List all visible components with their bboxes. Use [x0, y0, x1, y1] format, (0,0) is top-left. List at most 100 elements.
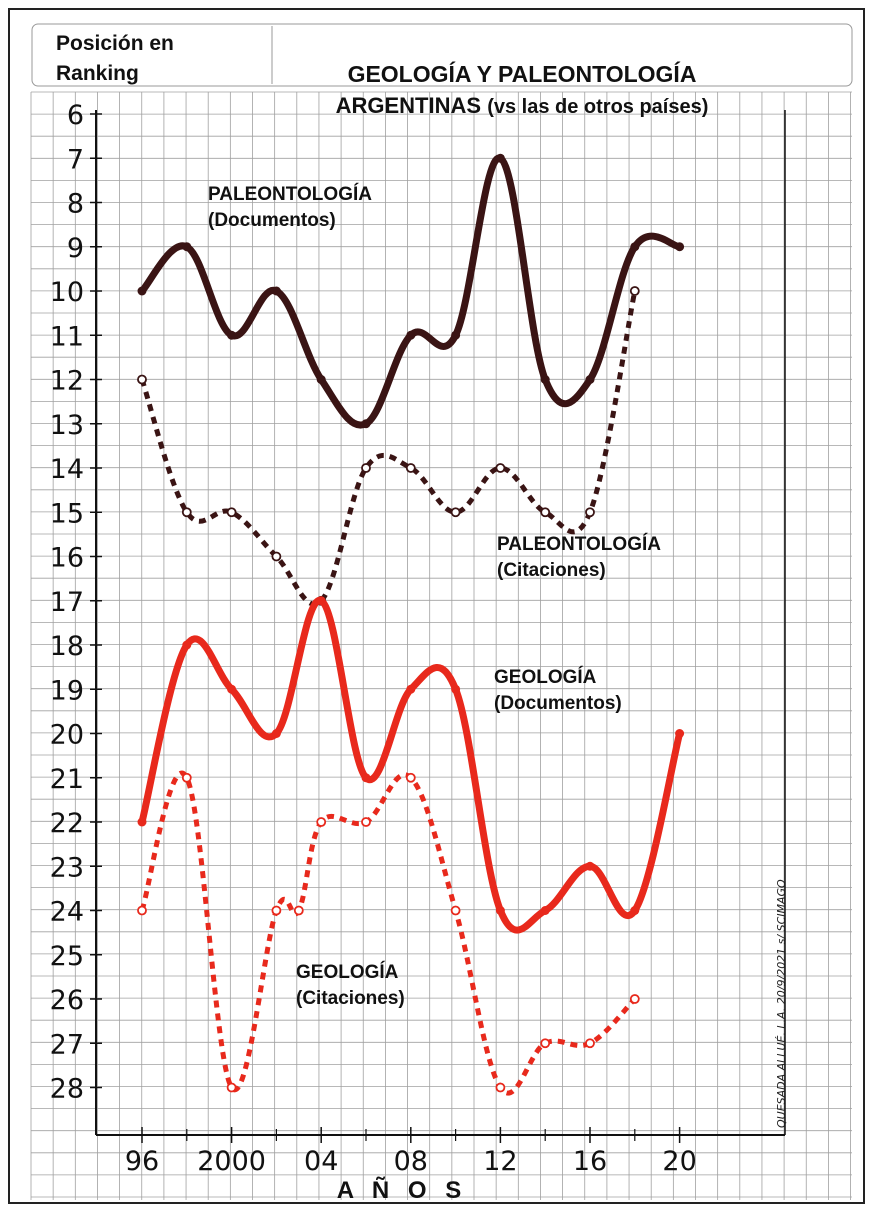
y-tick-label: 18 — [50, 631, 84, 662]
y-tick-label: 25 — [50, 941, 84, 972]
series-label-name: GEOLOGÍA — [296, 961, 399, 983]
y-tick-label: 16 — [50, 543, 84, 574]
data-point — [585, 861, 595, 871]
data-point — [182, 640, 192, 650]
data-point — [675, 729, 685, 738]
y-tick-label: 6 — [67, 100, 84, 131]
data-point — [405, 772, 416, 783]
data-point — [540, 906, 550, 915]
data-point — [630, 242, 640, 252]
data-point — [450, 507, 461, 518]
y-tick-label: 23 — [50, 852, 84, 883]
x-ticks: 96 2000 04 08 12 16 20 — [125, 1127, 697, 1177]
series-line-3 — [139, 771, 637, 1096]
x-tick-label: 12 — [483, 1146, 517, 1177]
data-point — [137, 817, 147, 827]
data-point — [675, 242, 685, 252]
data-point — [540, 375, 550, 384]
y-tick-label: 11 — [50, 321, 84, 352]
data-point — [406, 330, 416, 340]
y-tick-label: 10 — [50, 277, 84, 308]
data-point — [495, 463, 506, 473]
data-point — [181, 772, 192, 783]
x-tick-label: 04 — [304, 1146, 338, 1177]
data-point — [227, 684, 237, 694]
x-tick-label: 20 — [662, 1146, 696, 1177]
data-point — [629, 286, 640, 296]
series-label-name: GEOLOGÍA — [494, 666, 597, 688]
y-tick-label: 9 — [67, 233, 84, 264]
series-labels: PALEONTOLOGÍA (Documentos) PALEONTOLOGÍA (C… — [208, 183, 661, 1009]
chart-frame — [8, 8, 865, 1204]
x-tick-label: 2000 — [197, 1146, 266, 1177]
y-tick-label: 17 — [50, 587, 84, 618]
data-point — [226, 1082, 237, 1093]
data-point — [316, 817, 327, 827]
data-point — [361, 463, 371, 473]
data-point — [540, 507, 551, 518]
data-point — [271, 729, 281, 738]
data-point — [540, 1038, 551, 1049]
data-point — [361, 419, 371, 429]
y-tick-label: 28 — [50, 1074, 84, 1105]
chart-title-line2: ARGENTINAS (vs las de otros países) — [336, 93, 709, 118]
data-point — [451, 684, 461, 694]
data-point — [585, 375, 595, 384]
x-axis-label: A Ñ O S — [337, 1176, 467, 1204]
data-point — [316, 375, 326, 384]
data-point — [629, 994, 640, 1004]
series-label-type: (Citaciones) — [497, 560, 606, 581]
y-tick-label: 27 — [50, 1029, 84, 1060]
y-tick-label: 14 — [50, 454, 84, 485]
series-label-type: (Citaciones) — [296, 988, 405, 1009]
signature: QUESADA ALLUÉ. L.A. 20/9/2021 s/ SCIMAGO — [775, 879, 788, 1128]
data-point — [495, 1082, 506, 1093]
x-tick-label: 96 — [125, 1146, 159, 1177]
ranking-label-line1: Posición en — [56, 32, 174, 55]
data-point — [137, 286, 147, 296]
data-point — [495, 906, 505, 915]
header: Posición en Ranking GEOLOGÍA Y PALEONTOL… — [31, 23, 853, 118]
x-tick-label: 08 — [394, 1146, 428, 1177]
data-point — [495, 153, 505, 163]
y-tick-label: 8 — [67, 189, 84, 220]
data-point — [137, 374, 147, 385]
data-point — [630, 906, 640, 915]
y-tick-label: 21 — [50, 764, 84, 795]
data-point — [271, 905, 282, 916]
data-point — [316, 596, 326, 606]
chart-title-subtitle: (vs las de otros países) — [487, 96, 708, 118]
y-tick-label: 19 — [50, 675, 84, 706]
data-point — [361, 773, 371, 783]
y-tick-label: 24 — [50, 897, 84, 928]
series-label-name: PALEONTOLOGÍA — [497, 533, 661, 555]
y-tick-label: 13 — [50, 410, 84, 441]
y-tick-label: 12 — [50, 366, 84, 397]
data-point — [137, 905, 147, 916]
series-line-2 — [138, 597, 684, 934]
data-point — [585, 1038, 595, 1049]
y-tick-label: 26 — [50, 985, 84, 1016]
y-tick-label: 7 — [67, 144, 84, 175]
series-layer — [137, 153, 685, 1096]
series-label-type: (Documentos) — [494, 693, 622, 714]
series-label-type: (Documentos) — [208, 210, 336, 231]
data-point — [451, 330, 461, 340]
data-point — [450, 905, 461, 916]
ranking-label-line2: Ranking — [56, 62, 139, 85]
data-point — [182, 242, 192, 252]
chart-title-line1: GEOLOGÍA Y PALEONTOLOGÍA — [348, 60, 697, 87]
data-point — [405, 463, 416, 473]
data-point — [361, 817, 371, 827]
data-point — [227, 330, 237, 340]
data-point — [406, 684, 416, 694]
data-point — [271, 551, 282, 562]
series-label-name: PALEONTOLOGÍA — [208, 183, 372, 205]
y-tick-label: 22 — [50, 808, 84, 839]
data-point — [585, 507, 595, 518]
chart-title-country: ARGENTINAS — [336, 93, 481, 118]
y-ticks: 6 7 8 9 10 11 12 13 14 15 16 17 18 19 20 21 22 23 24 25 26 27… — [50, 100, 102, 1105]
grid — [30, 91, 852, 1200]
data-point — [226, 507, 237, 518]
